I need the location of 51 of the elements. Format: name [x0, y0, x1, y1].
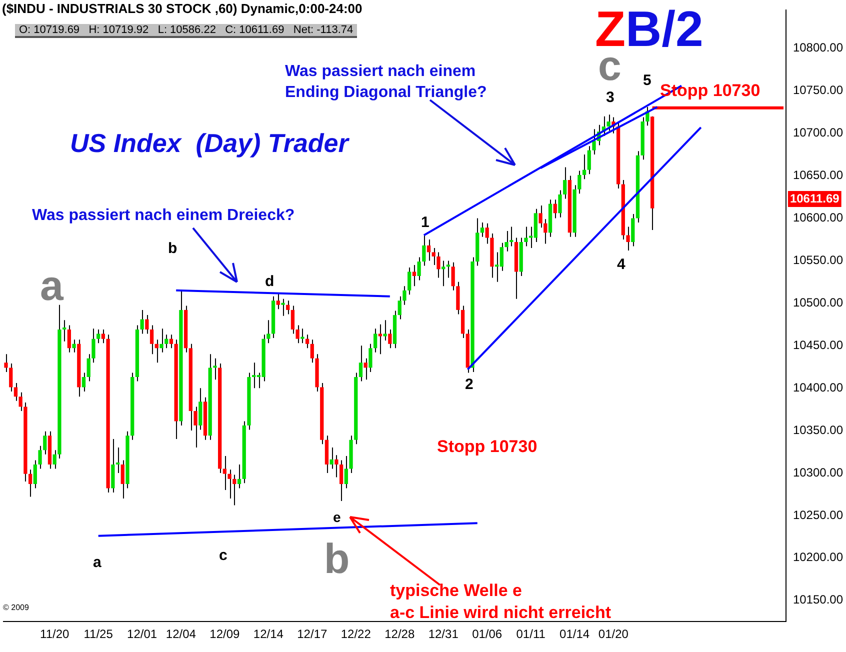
y-tick-label: 10300.00	[792, 465, 844, 480]
annotation: 5	[643, 72, 652, 89]
annotation: a	[40, 262, 64, 309]
y-tick-label: 10700.00	[792, 126, 844, 140]
x-tick-label: 12/31	[428, 627, 459, 642]
x-tick-label: 12/28	[384, 627, 415, 642]
text: O: 10719.69 H: 10719.92 L: 10586.22 C: 10611.69 Net: -113.74	[15, 24, 358, 38]
x-tick-label: 12/09	[210, 627, 240, 642]
chart-title: ($INDU - INDUSTRIALS 30 STOCK ,60) Dynamic,0:00-24:00	[2, 1, 362, 16]
x-tick-label: 12/22	[340, 627, 372, 642]
annotation: a	[93, 554, 102, 571]
annotation: Was passiert nach einem Dreieck?	[32, 207, 295, 224]
y-tick-label: 10500.00	[792, 295, 844, 310]
annotation: d	[265, 273, 274, 290]
x-tick-label: 01/14	[560, 627, 590, 642]
y-tick-label: 10250.00	[792, 508, 844, 522]
y-tick-label: 10200.00	[792, 550, 844, 564]
annotation: 4	[617, 256, 626, 273]
annotation: e	[333, 509, 341, 525]
x-tick-label: 12/14	[253, 627, 284, 642]
x-tick-label: 11/20	[40, 627, 70, 642]
annotation: Was passiert nach einem	[285, 63, 476, 80]
text: 10611.69	[790, 191, 840, 206]
y-tick-label: 10450.00	[792, 338, 844, 352]
annotation: © 2009	[3, 603, 30, 612]
x-tick-label: 01/20	[598, 627, 629, 642]
annotation: 2	[465, 376, 474, 393]
annotation: c	[219, 547, 228, 564]
y-tick-label: 10400.00	[792, 380, 844, 394]
y-tick-label: 10800.00	[792, 40, 844, 55]
annotation: 1	[421, 214, 430, 231]
y-tick-label: 10750.00	[792, 83, 844, 98]
x-tick-label: 01/06	[472, 627, 502, 642]
annotation: b	[168, 240, 178, 257]
annotation: b	[324, 535, 350, 582]
annotation: 3	[606, 89, 614, 106]
annotation: a-c Linie wird nicht erreicht	[390, 603, 612, 622]
y-tick-label: 10600.00	[792, 210, 844, 225]
y-tick-label: 10550.00	[792, 253, 844, 268]
x-tick-label: 12/01	[127, 627, 158, 642]
x-tick-label: 11/25	[84, 627, 114, 642]
annotation: typische Welle e	[390, 581, 522, 600]
annotation: Ending Diagonal Triangle?	[285, 84, 487, 101]
annotation: US Index (Day) Trader	[70, 128, 350, 158]
y-tick-label: 10350.00	[792, 422, 844, 437]
x-tick-label: 12/17	[297, 627, 328, 642]
y-tick-label: 10650.00	[792, 168, 844, 182]
x-tick-label: 12/04	[166, 627, 196, 642]
y-tick-label: 10150.00	[792, 592, 844, 607]
x-tick-label: 01/11	[516, 627, 546, 642]
annotation: Stopp 10730	[437, 437, 538, 456]
